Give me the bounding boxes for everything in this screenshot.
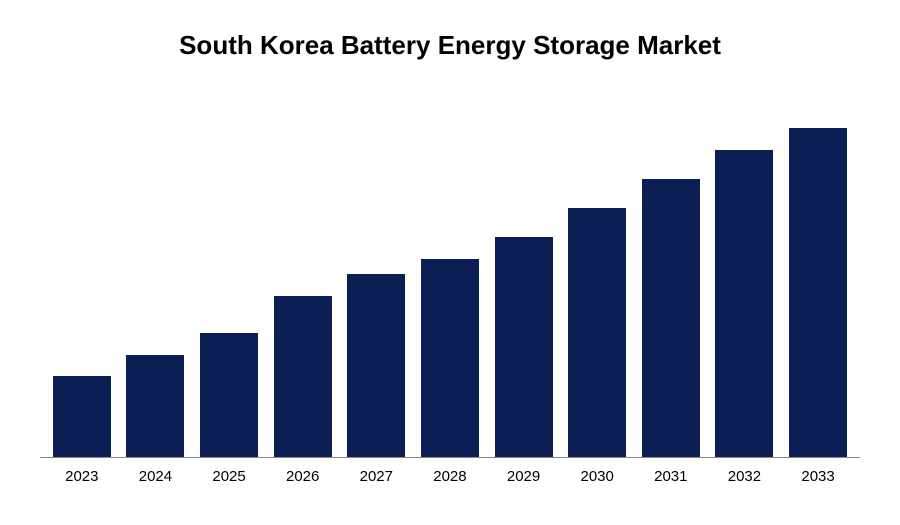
x-axis: 2023 2024 2025 2026 2027 2028 2029 2030 2031 2032… <box>40 458 860 485</box>
bar <box>53 376 111 457</box>
x-axis-label: 2032 <box>715 468 773 485</box>
bar <box>568 208 626 457</box>
x-axis-label: 2027 <box>347 468 405 485</box>
bar <box>200 333 258 457</box>
plot-area <box>40 91 860 458</box>
x-axis-label: 2024 <box>126 468 184 485</box>
bar <box>715 150 773 457</box>
bar <box>347 274 405 457</box>
bar <box>642 179 700 457</box>
x-axis-label: 2030 <box>568 468 626 485</box>
bar <box>789 128 847 457</box>
x-axis-label: 2026 <box>274 468 332 485</box>
chart-area: 2023 2024 2025 2026 2027 2028 2029 2030 2031 2032… <box>40 91 860 485</box>
x-axis-label: 2023 <box>53 468 111 485</box>
chart-title: South Korea Battery Energy Storage Marke… <box>40 30 860 61</box>
bar <box>421 259 479 457</box>
x-axis-label: 2033 <box>789 468 847 485</box>
bar <box>126 355 184 457</box>
x-axis-label: 2031 <box>642 468 700 485</box>
bar <box>274 296 332 457</box>
x-axis-label: 2025 <box>200 468 258 485</box>
x-axis-label: 2028 <box>421 468 479 485</box>
x-axis-label: 2029 <box>495 468 553 485</box>
bar <box>495 237 553 457</box>
